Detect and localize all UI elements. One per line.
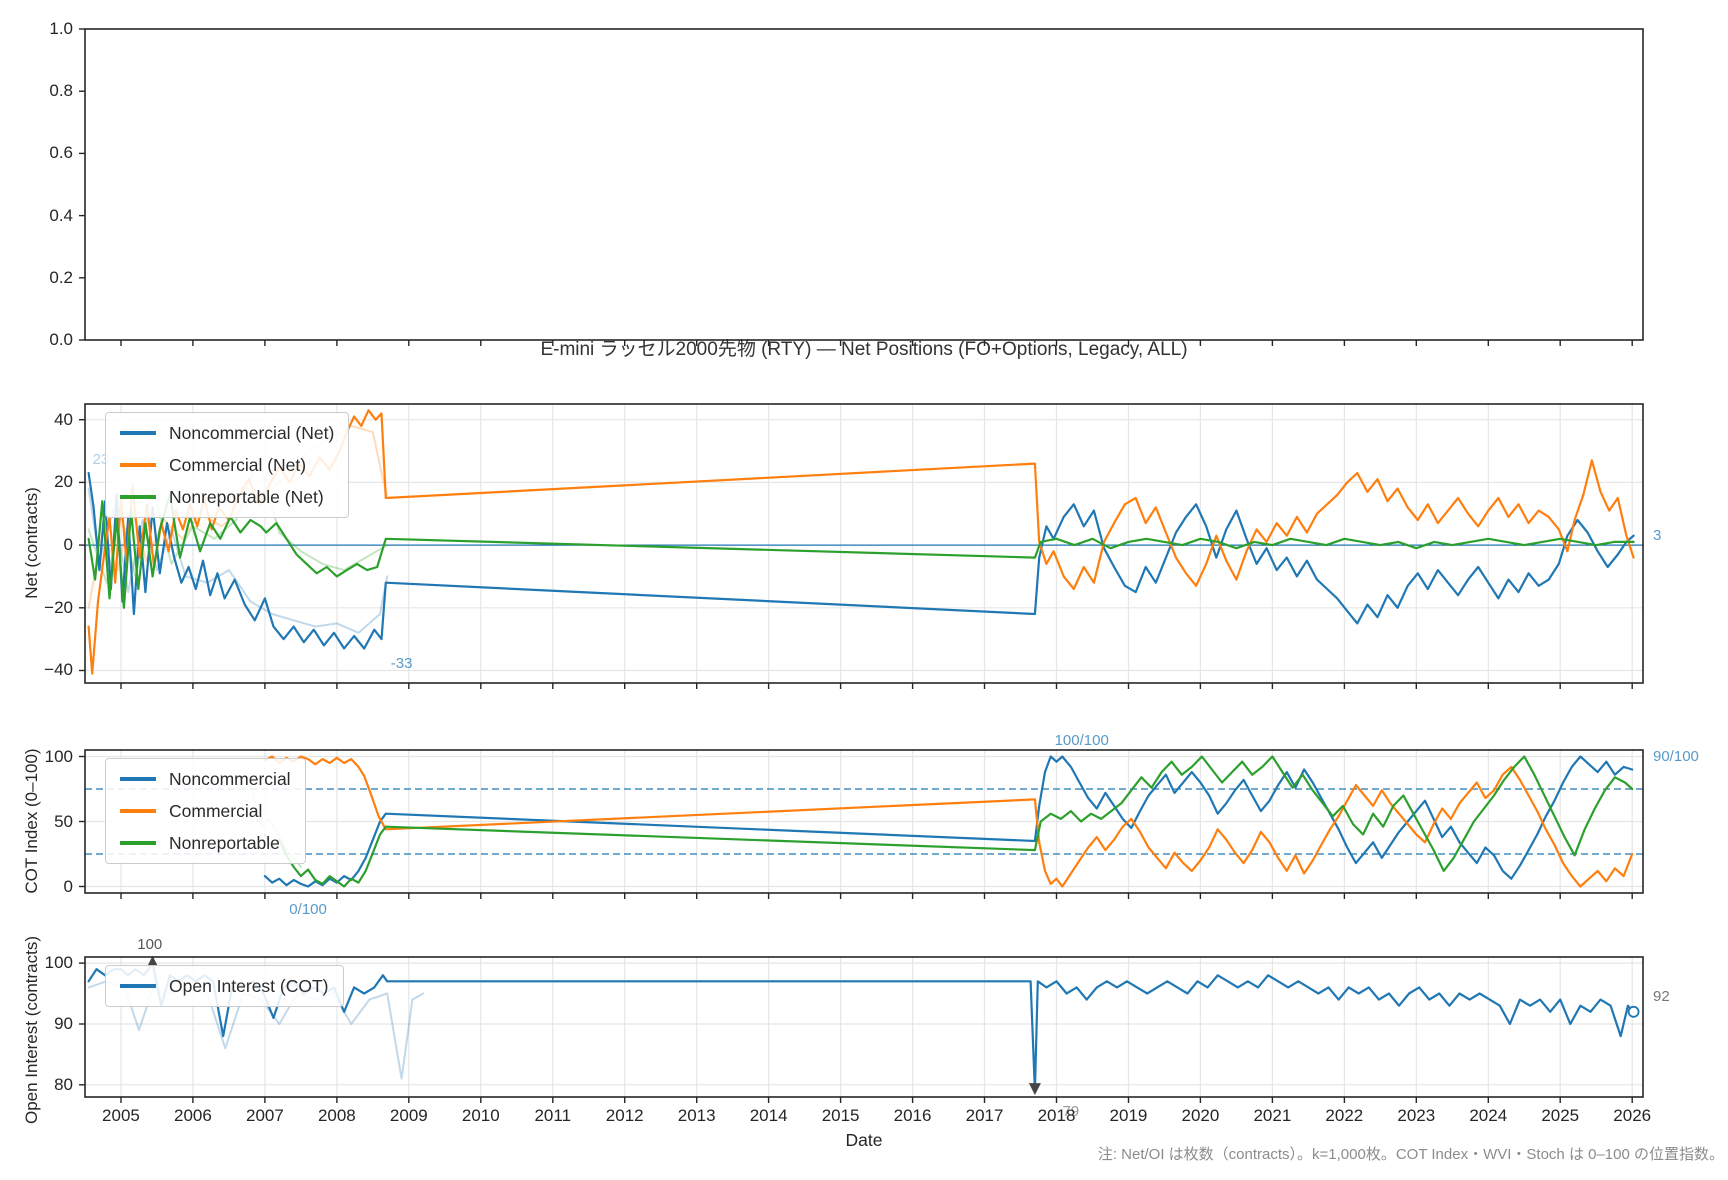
x-tick-label: 2019	[1109, 1106, 1148, 1125]
x-tick-label: 2020	[1181, 1106, 1220, 1125]
y-tick-label: 0.4	[49, 205, 73, 225]
legend-line-swatch	[120, 463, 156, 467]
legend-item: Commercial	[120, 797, 291, 825]
panel-border	[84, 749, 1644, 894]
y-tick-label: 100	[44, 746, 73, 766]
legend-line-swatch	[120, 495, 156, 499]
legend-label: Nonreportable	[169, 832, 280, 853]
panel-empty	[79, 28, 1644, 346]
legend-label: Noncommercial (Net)	[169, 422, 335, 443]
y-tick-label: 50	[54, 811, 73, 831]
x-tick-label: 2006	[174, 1106, 212, 1125]
annotation: 100	[137, 935, 163, 953]
legend-item: Nonreportable	[120, 829, 291, 857]
y-tick-label: 90	[54, 1013, 73, 1033]
panel-canvas	[79, 403, 1644, 689]
legend-label: Commercial (Net)	[169, 454, 307, 475]
x-tick-label: 2022	[1325, 1106, 1364, 1125]
x-tick-label: 2005	[102, 1106, 140, 1125]
panel-border	[84, 28, 1644, 341]
legend-label: Commercial	[169, 800, 263, 821]
panel-border	[84, 956, 1644, 1098]
y-tick-label: 80	[54, 1074, 73, 1094]
series-noncommercial-index-line	[263, 755, 1634, 888]
x-tick-label: 2016	[893, 1106, 932, 1125]
legend-item: Commercial (Net)	[120, 451, 334, 479]
marker-triangle-up	[147, 955, 158, 966]
y-tick-label: 0	[63, 876, 73, 896]
legend: Noncommercial Commercial Nonreportable	[105, 758, 306, 864]
x-tick-label: 2018	[1037, 1106, 1076, 1125]
legend-line-swatch	[120, 984, 156, 988]
series-nonreportable-index-line	[263, 755, 1634, 888]
x-axis-label: Date	[845, 1130, 883, 1150]
y-tick-label: 0.2	[49, 267, 73, 287]
panel-border	[84, 403, 1644, 684]
x-tick-label: 2013	[677, 1106, 716, 1125]
series-commercial-line	[87, 409, 1635, 675]
panel-canvas	[79, 749, 1644, 899]
y-tick-label: 0.8	[49, 81, 73, 101]
legend-line-swatch	[120, 777, 156, 781]
y-tick-label: 20	[54, 472, 73, 492]
annotation: -33	[390, 655, 413, 673]
legend-item: Noncommercial	[120, 765, 291, 793]
x-tick-label: 2009	[389, 1106, 428, 1125]
legend-line-swatch	[120, 809, 156, 813]
x-tick-label: 2025	[1541, 1106, 1580, 1125]
chart-title: E-mini ラッセル2000先物 (RTY) — Net Positions …	[540, 339, 1188, 360]
x-tick-label: 2026	[1613, 1106, 1652, 1125]
annotation: 3	[1653, 526, 1662, 544]
series-commercial-index-line	[263, 755, 1634, 888]
annotation: 0/100	[289, 900, 327, 918]
y-tick-label: −40	[44, 660, 73, 680]
legend-line-swatch	[120, 431, 156, 435]
legend: Noncommercial (Net) Commercial (Net) Nonre…	[105, 412, 350, 518]
series-noncommercial-line	[87, 471, 1635, 650]
x-tick-label: 2024	[1469, 1106, 1508, 1125]
x-tick-label: 2015	[821, 1106, 860, 1125]
legend-item: Nonreportable (Net)	[120, 483, 334, 511]
marker-circle-open	[1627, 1005, 1640, 1018]
legend: Open Interest (COT)	[105, 965, 344, 1007]
y-tick-label: 1.0	[49, 19, 73, 38]
series-open-interest-line	[87, 962, 1635, 1092]
x-tick-label: 2010	[461, 1106, 500, 1125]
y-tick-label: 0.6	[49, 143, 73, 163]
y-tick-label: −20	[44, 597, 73, 617]
panel-net-positions	[79, 403, 1644, 689]
x-tick-label: 2017	[965, 1106, 1004, 1125]
annotation: 92	[1653, 987, 1670, 1005]
annotation: 79	[1062, 1102, 1080, 1120]
annotation: 90/100	[1653, 747, 1699, 765]
panel-cot-index	[79, 749, 1644, 899]
y-tick-label: 0	[63, 535, 73, 555]
y-tick-label: 100	[44, 953, 73, 973]
x-tick-label: 2021	[1253, 1106, 1292, 1125]
x-tick-label: 2007	[245, 1106, 284, 1125]
x-tick-label: 2014	[749, 1106, 788, 1125]
legend-label: Open Interest (COT)	[169, 975, 329, 996]
footnote: 注: Net/OI は枚数（contracts）。k=1,000枚。COT In…	[1097, 1146, 1724, 1163]
legend-label: Noncommercial	[169, 768, 291, 789]
y-tick-label: 0.0	[49, 330, 73, 349]
annotation: 100/100	[1054, 731, 1109, 749]
x-tick-label: 2008	[317, 1106, 356, 1125]
x-tick-label: 2023	[1397, 1106, 1436, 1125]
legend-label: Nonreportable (Net)	[169, 486, 324, 507]
marker-triangle-down	[1028, 1083, 1041, 1096]
x-tick-label: 2012	[605, 1106, 644, 1125]
legend-line-swatch	[120, 841, 156, 845]
panel-canvas	[79, 28, 1644, 346]
x-tick-label: 2011	[534, 1106, 572, 1125]
legend-item: Open Interest (COT)	[120, 972, 329, 1000]
y-tick-label: 40	[54, 409, 73, 429]
legend-item: Noncommercial (Net)	[120, 419, 334, 447]
